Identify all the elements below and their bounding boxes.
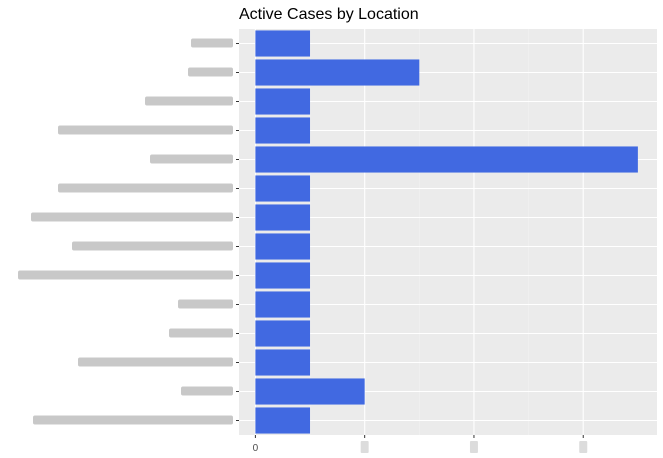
bar — [255, 146, 638, 173]
y-tick-label-obscured — [181, 386, 233, 396]
bar — [255, 407, 311, 434]
bar — [255, 349, 311, 376]
y-axis — [18, 38, 239, 425]
y-tick-label-obscured — [31, 212, 233, 222]
bar — [255, 175, 311, 202]
y-tick-label-obscured — [33, 415, 233, 425]
y-tick-label-obscured — [58, 125, 233, 135]
y-tick-label-obscured — [58, 183, 233, 193]
bar — [255, 233, 311, 260]
bar — [255, 88, 311, 115]
bar — [255, 59, 420, 86]
bar — [255, 378, 365, 405]
bar — [255, 262, 311, 289]
y-tick-label-obscured — [150, 154, 233, 164]
y-tick-label-obscured — [188, 67, 233, 77]
y-tick-label-obscured — [78, 357, 233, 367]
bar — [255, 204, 311, 231]
y-tick-label-obscured — [191, 38, 233, 48]
bar — [255, 320, 311, 347]
y-tick-label-obscured — [18, 270, 233, 280]
bar — [255, 291, 311, 318]
bars — [255, 30, 638, 434]
x-tick-label-obscured — [469, 441, 478, 453]
y-tick-label-obscured — [169, 328, 233, 338]
y-tick-label-obscured — [72, 241, 233, 251]
y-tick-label-obscured — [145, 96, 233, 106]
x-tick-label-obscured — [360, 441, 369, 453]
x-axis: 0 — [253, 435, 588, 454]
chart-title: Active Cases by Location — [239, 6, 419, 23]
bar — [255, 117, 311, 144]
x-tick-label: 0 — [253, 443, 259, 454]
bar — [255, 30, 311, 57]
x-tick-label-obscured — [579, 441, 588, 453]
y-tick-label-obscured — [178, 299, 233, 309]
